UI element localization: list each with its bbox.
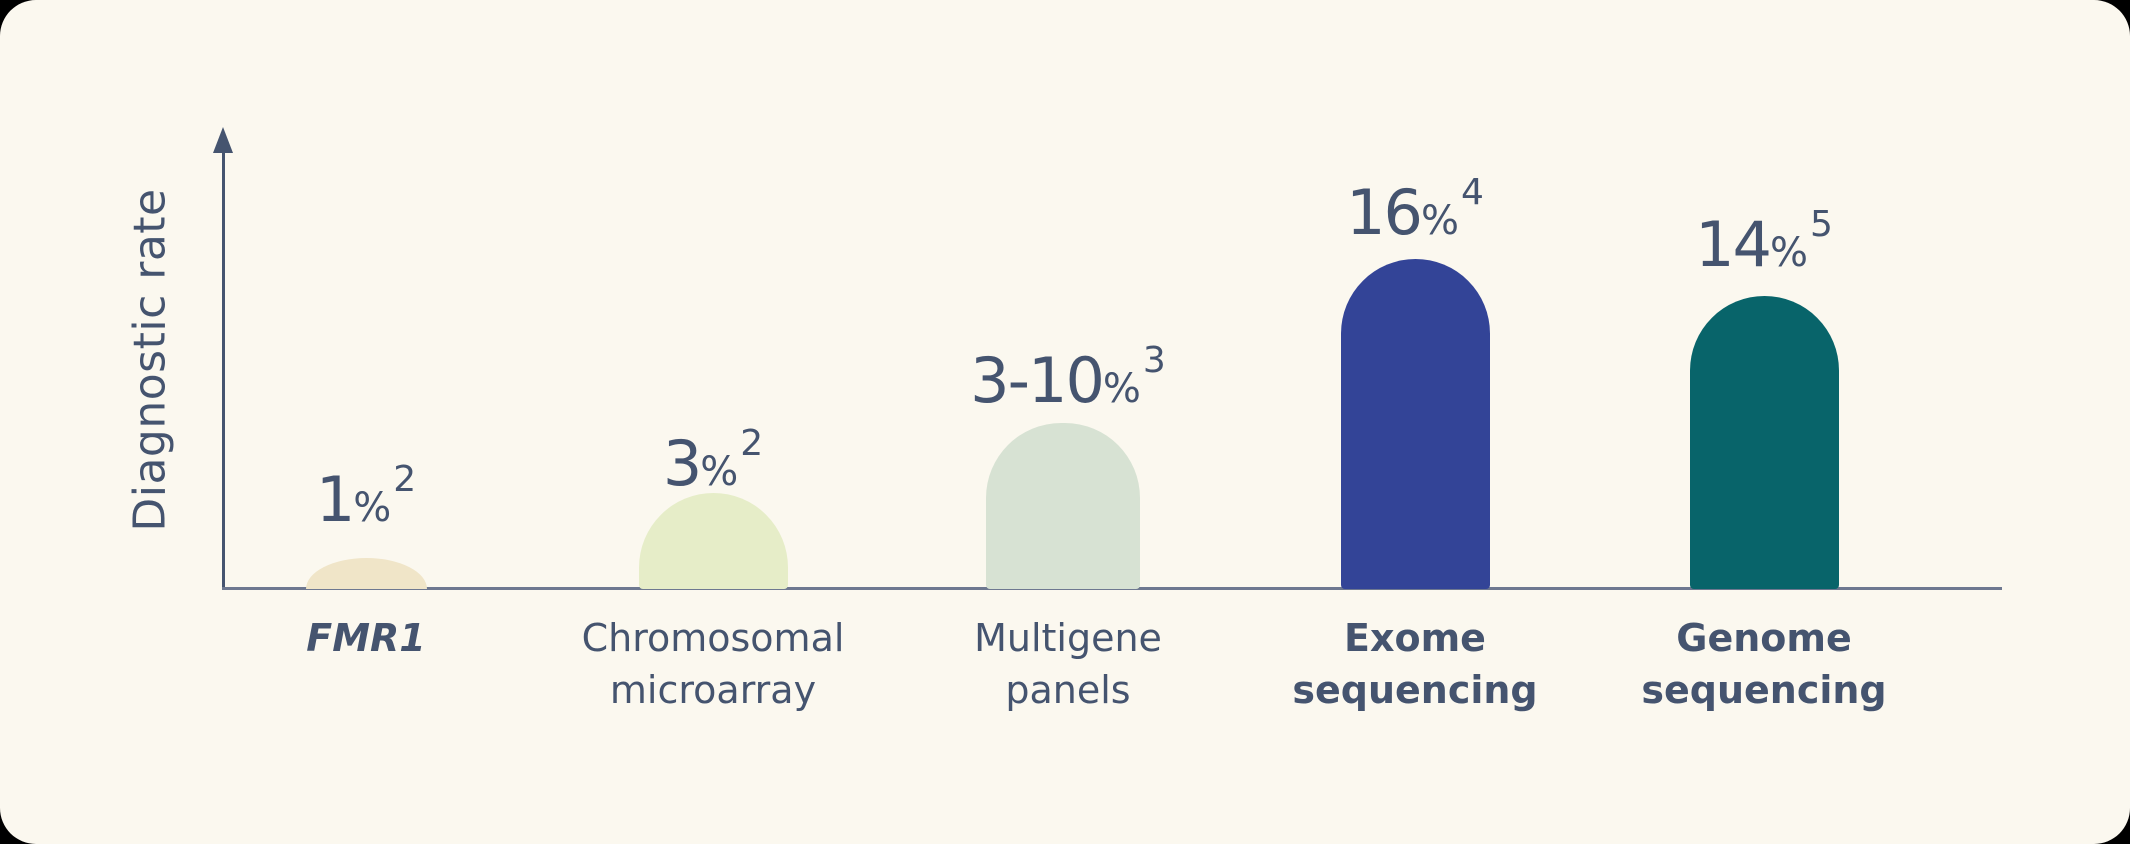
reference-superscript: 2 [740, 423, 764, 464]
category-label-line: sequencing [1641, 668, 1887, 712]
value-number: 3-10 [970, 344, 1105, 417]
category-label-line: Genome [1676, 616, 1852, 660]
value-number: 14 [1695, 208, 1772, 281]
reference-superscript: 5 [1810, 204, 1833, 245]
bar-multigene-panels [986, 423, 1140, 589]
y-axis-line [222, 140, 225, 589]
percent-sign: % [1102, 366, 1141, 412]
value-number: 1 [315, 463, 355, 536]
category-label-line: microarray [609, 668, 817, 712]
category-label-line: Exome [1344, 616, 1486, 660]
value-label-fmr1: 1%2 [316, 462, 416, 531]
value-number: 3 [662, 427, 702, 500]
category-label-line: Multigene [974, 616, 1162, 660]
percent-sign: % [353, 485, 392, 531]
value-label-multigene-panels: 3-10%3 [970, 343, 1166, 412]
y-axis-label: Diagnostic rate [124, 188, 176, 532]
percent-sign: % [1769, 230, 1809, 276]
category-label-line: sequencing [1292, 668, 1538, 712]
value-label-exome-sequencing: 16%4 [1346, 175, 1484, 244]
category-label-line: FMR1 [306, 616, 426, 660]
category-label-line: panels [1005, 668, 1131, 712]
bar-exome-sequencing [1341, 259, 1490, 589]
percent-sign: % [1420, 198, 1460, 244]
category-label-multigene-panels: Multigene panels [974, 612, 1162, 716]
category-label-genome-sequencing: Genome sequencing [1641, 612, 1886, 716]
value-label-genome-sequencing: 14%5 [1695, 207, 1833, 276]
percent-sign: % [700, 449, 739, 495]
bar-chromosomal-microarray [639, 493, 788, 589]
category-label-fmr1: FMR1 [306, 612, 425, 664]
value-number: 16 [1346, 176, 1423, 249]
bar-fmr1 [306, 558, 427, 589]
category-label-chromosomal-microarray: Chromosomal microarray [582, 612, 845, 716]
reference-superscript: 3 [1142, 340, 1166, 381]
reference-superscript: 4 [1461, 172, 1484, 213]
bar-genome-sequencing [1690, 296, 1839, 589]
reference-superscript: 2 [393, 459, 417, 500]
category-label-line: Chromosomal [581, 616, 845, 660]
category-label-exome-sequencing: Exome sequencing [1292, 612, 1537, 716]
value-label-chromosomal-microarray: 3%2 [663, 426, 763, 495]
